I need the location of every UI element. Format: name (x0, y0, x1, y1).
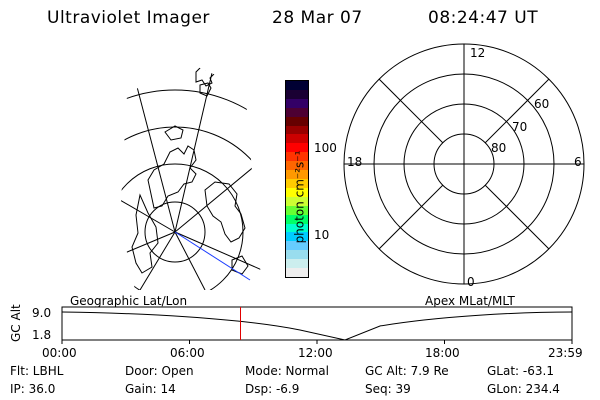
info-glat: GLat: -63.1 (487, 364, 554, 378)
colorbar-segment (286, 98, 308, 109)
colorbar-segment (286, 259, 308, 269)
info-door: Door: Open (125, 364, 194, 378)
mlt-label-6: 6 (574, 155, 582, 169)
time-label: 08:24:47 UT (428, 8, 539, 28)
colorbar-segment (286, 214, 308, 225)
colorbar-segment (286, 152, 308, 162)
colorbar-segment (286, 196, 308, 207)
timeline-xtick-1200: 12:00 (298, 346, 333, 360)
info-filter: Flt: LBHL (10, 364, 64, 378)
colorbar-segment (286, 205, 308, 216)
timeline-xtick-0000: 00:00 (42, 346, 77, 360)
colorbar (285, 80, 309, 278)
info-mode: Mode: Normal (245, 364, 329, 378)
geographic-title: Geographic Lat/Lon (70, 294, 188, 308)
colorbar-segment (286, 250, 308, 260)
apex-title: Apex MLat/MLT (425, 294, 515, 308)
mlt-label-0: 0 (467, 275, 475, 289)
colorbar-segment (286, 187, 308, 198)
lat-label-70: 70 (512, 120, 528, 134)
timeline-xtick-0600: 06:00 (170, 346, 205, 360)
colorbar-segment (286, 143, 308, 153)
timeline-xtick-1800: 18:00 (425, 346, 460, 360)
colorbar-segment (286, 179, 308, 189)
mlt-label-18: 18 (347, 155, 363, 169)
info-glon: GLon: 234.4 (487, 382, 560, 396)
info-ip: IP: 36.0 (10, 382, 56, 396)
timeline-xtick-2359: 23:59 (548, 346, 583, 360)
info-seq: Seq: 39 (365, 382, 411, 396)
colorbar-segment (286, 125, 308, 135)
colorbar-segment (286, 161, 308, 171)
colorbar-segment (286, 268, 308, 278)
colorbar-segment (286, 107, 308, 118)
colorbar-segment (286, 223, 308, 233)
info-gc-alt: GC Alt: 7.9 Re (365, 364, 449, 378)
date-label: 28 Mar 07 (272, 8, 363, 28)
colorbar-segment (286, 232, 308, 242)
colorbar-segment (286, 89, 308, 100)
colorbar-segment (286, 116, 308, 127)
colorbar-segment (286, 134, 308, 144)
timeline-ytick-9: 9.0 (32, 306, 52, 320)
colorbar-tick-10: 10 (314, 228, 330, 242)
mlt-label-12: 12 (470, 46, 486, 60)
lat-label-80: 80 (491, 141, 507, 155)
timeline-ytick-1_8: 1.8 (32, 328, 52, 342)
info-gain: Gain: 14 (125, 382, 176, 396)
instrument-title: Ultraviolet Imager (47, 8, 210, 28)
colorbar-segment (286, 241, 308, 251)
colorbar-tick-100: 100 (314, 141, 337, 155)
colorbar-segment (286, 81, 308, 91)
lat-label-60: 60 (534, 97, 550, 111)
colorbar-segment (286, 170, 308, 180)
info-dsp: Dsp: -6.9 (245, 382, 300, 396)
